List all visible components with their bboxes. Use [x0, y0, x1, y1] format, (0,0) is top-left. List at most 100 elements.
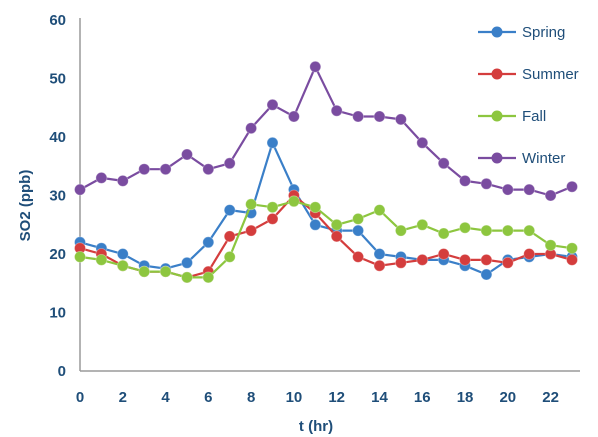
y-tick-label: 20 [49, 246, 66, 263]
data-point [266, 136, 279, 149]
legend-label: Fall [522, 108, 546, 125]
legend-swatch-marker [491, 68, 503, 80]
axes: 0 10 20 30 40 50 60 0 2 4 6 8 10 12 14 16 18 20 22 [49, 12, 580, 406]
data-point [330, 104, 343, 117]
data-point [352, 212, 365, 225]
data-point [480, 177, 493, 190]
data-point [566, 242, 578, 255]
data-point [523, 224, 536, 237]
y-tick-label: 10 [49, 305, 66, 322]
y-tick-label: 40 [49, 129, 66, 146]
data-point [437, 227, 450, 240]
data-point [245, 224, 258, 237]
legend-item-spring: Spring [478, 24, 565, 41]
data-point [95, 171, 108, 184]
data-point [223, 157, 236, 170]
y-tick-label: 60 [49, 12, 66, 29]
data-point [480, 268, 493, 281]
data-point [394, 113, 407, 126]
y-tick-label: 0 [58, 363, 66, 380]
data-point [523, 248, 536, 260]
data-point [394, 224, 407, 237]
x-tick-label: 10 [286, 389, 303, 406]
x-tick-label: 22 [542, 389, 559, 406]
data-point [437, 248, 450, 260]
x-tick-label: 20 [499, 389, 516, 406]
data-point [181, 271, 193, 284]
series-layer [74, 60, 578, 284]
data-point [202, 163, 215, 176]
data-point [480, 253, 493, 266]
x-tick-label: 16 [414, 389, 431, 406]
data-point [416, 218, 429, 231]
data-point [74, 183, 86, 196]
data-point [116, 259, 129, 272]
data-point [309, 201, 322, 214]
series-winter [74, 60, 578, 202]
data-point [330, 230, 343, 243]
data-point [74, 250, 86, 263]
data-point [459, 174, 471, 187]
series-line-summer [79, 194, 573, 279]
x-tick-label: 14 [371, 389, 388, 406]
x-axis-title: t (hr) [299, 418, 333, 435]
data-point [95, 253, 108, 266]
legend-swatch-marker [491, 26, 503, 38]
data-point [566, 180, 578, 193]
data-point [373, 204, 386, 217]
data-point [352, 250, 365, 263]
data-point [394, 256, 407, 269]
series-fall [74, 195, 578, 284]
x-tick-label: 6 [204, 389, 212, 406]
legend-item-fall: Fall [478, 108, 546, 125]
data-point [245, 198, 258, 211]
x-tick-label: 8 [247, 389, 255, 406]
data-point [138, 163, 151, 176]
data-point [181, 148, 193, 161]
legend-item-summer: Summer [478, 66, 579, 83]
x-tick-label: 18 [457, 389, 474, 406]
legend-swatch-marker [491, 110, 503, 122]
data-point [266, 212, 279, 225]
data-point [373, 110, 386, 123]
data-point [223, 204, 236, 217]
data-point [159, 265, 172, 278]
data-point [501, 224, 514, 237]
data-point [245, 122, 258, 135]
data-point [287, 195, 300, 208]
data-point [437, 157, 450, 170]
data-point [544, 189, 557, 202]
data-point [202, 271, 215, 284]
data-point [330, 218, 343, 231]
y-tick-label: 50 [49, 71, 66, 88]
y-tick-label: 30 [49, 188, 66, 205]
legend-item-winter: Winter [478, 150, 565, 167]
data-point [266, 201, 279, 214]
series-line-winter [79, 65, 573, 197]
data-point [566, 253, 578, 266]
x-tick-label: 2 [119, 389, 127, 406]
legend-label: Winter [522, 150, 565, 167]
data-point [352, 224, 365, 237]
legend-label: Summer [522, 66, 579, 83]
data-point [266, 98, 279, 111]
data-point [116, 174, 129, 187]
data-point [287, 110, 300, 123]
data-point [459, 253, 471, 266]
series-summer [74, 189, 578, 284]
data-point [223, 230, 236, 243]
data-point [480, 224, 493, 237]
data-point [373, 259, 386, 272]
data-point [181, 256, 193, 269]
data-point [501, 183, 514, 196]
data-point [138, 265, 151, 278]
data-point [309, 218, 322, 231]
data-point [309, 60, 322, 73]
data-point [116, 248, 129, 260]
data-point [416, 253, 429, 266]
data-point [373, 248, 386, 260]
data-point [459, 221, 471, 234]
data-point [159, 163, 172, 176]
